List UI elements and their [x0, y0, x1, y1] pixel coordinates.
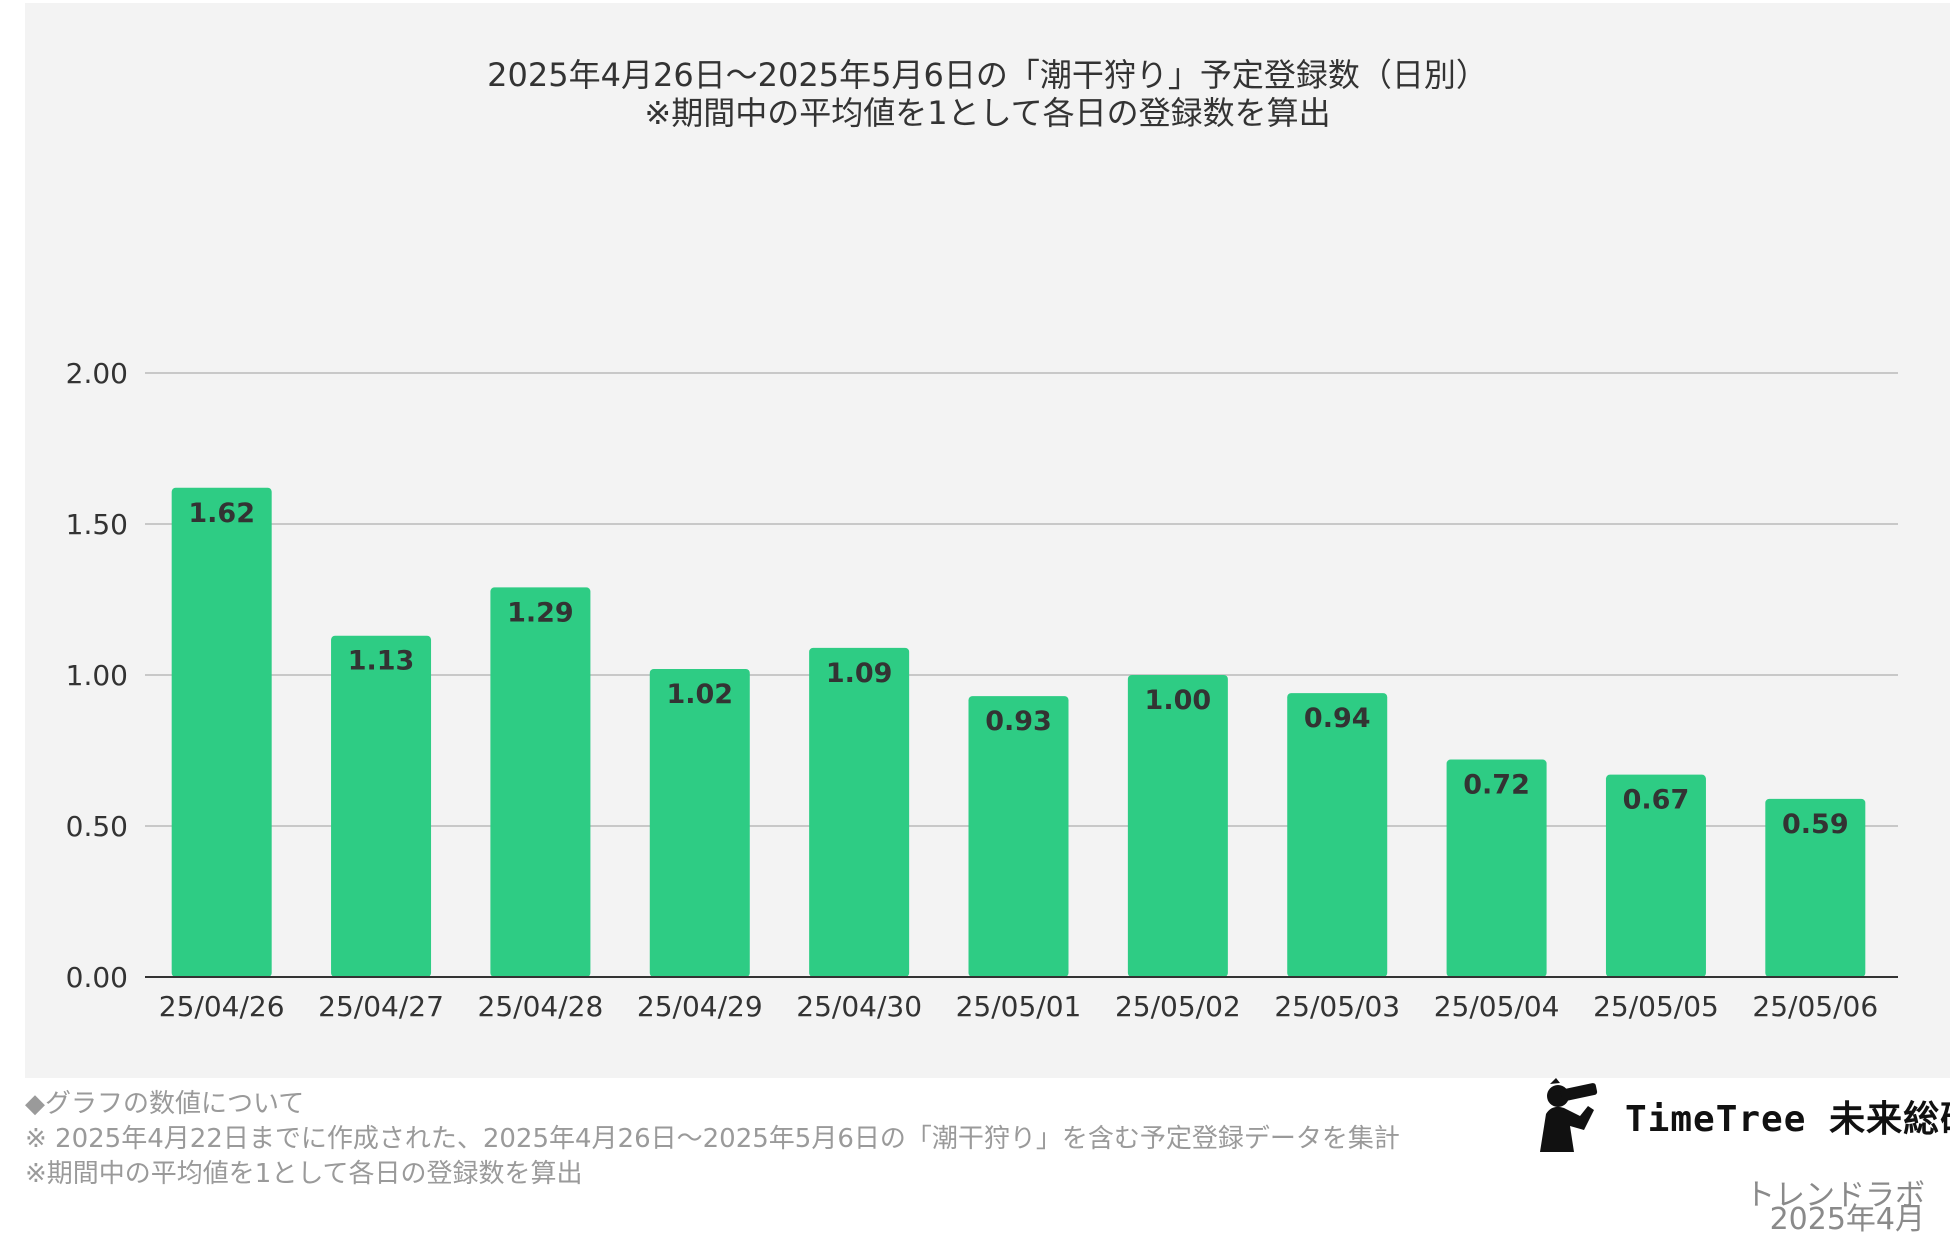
x-tick-label: 25/05/02: [1115, 990, 1241, 1023]
footnotes: ◆グラフの数値について ※ 2025年4月22日までに作成された、2025年4月…: [25, 1087, 1515, 1192]
chart-subtitle: ※期間中の平均値を1として各日の登録数を算出: [644, 94, 1331, 132]
bar: [968, 696, 1069, 977]
bar: [809, 647, 910, 977]
y-tick-label: 0.50: [66, 810, 128, 843]
bar: [1287, 693, 1388, 977]
brand-date: 2025年4月: [1769, 1202, 1925, 1237]
data-label: 1.00: [1145, 685, 1212, 716]
bar: [171, 487, 272, 977]
bar: [331, 635, 432, 977]
bar-chart: 0.00 0.50 1.00 1.50 2.00 1.62 25/04/26 1.13 25/0…: [66, 357, 1898, 1023]
x-tick-label: 25/05/01: [956, 990, 1082, 1023]
x-tick-label: 25/05/03: [1274, 990, 1400, 1023]
note-heading: ◆グラフの数値について: [25, 1089, 305, 1119]
bar: [1605, 774, 1706, 977]
data-label: 0.59: [1782, 809, 1849, 840]
y-tick-label: 2.00: [66, 357, 128, 390]
brand-block: TimeTree 未来総研 トレンドラボ: [1530, 1076, 1950, 1251]
brand-name: TimeTree 未来総研: [1625, 1099, 1950, 1140]
data-label: 1.09: [826, 658, 893, 689]
x-tick-label: 25/05/04: [1434, 990, 1560, 1023]
x-tick-label: 25/04/27: [318, 990, 444, 1023]
brand-sub: トレンドラボ: [1745, 1178, 1925, 1213]
bar: [1446, 759, 1547, 977]
bar: [1765, 798, 1866, 977]
x-tick-label: 25/04/28: [478, 990, 604, 1023]
data-label: 0.94: [1304, 703, 1371, 734]
binoculars-person-icon: [1540, 1078, 1598, 1152]
y-tick-label: 0.00: [66, 961, 128, 994]
x-tick-label: 25/04/30: [796, 990, 922, 1023]
bar: [490, 587, 591, 977]
y-tick-label: 1.00: [66, 659, 128, 692]
data-label: 1.13: [348, 646, 415, 677]
note-line: ※期間中の平均値を1として各日の登録数を算出: [25, 1159, 583, 1189]
y-tick-label: 1.50: [66, 508, 128, 541]
x-tick-label: 25/05/05: [1593, 990, 1719, 1023]
data-label: 1.02: [666, 679, 733, 710]
data-label: 0.93: [985, 706, 1052, 737]
x-tick-label: 25/04/29: [637, 990, 763, 1023]
bar: [649, 668, 750, 977]
data-label: 0.72: [1463, 770, 1530, 801]
data-label: 1.29: [507, 597, 574, 628]
data-label: 0.67: [1623, 785, 1690, 816]
data-label: 1.62: [188, 498, 255, 529]
x-tick-label: 25/04/26: [159, 990, 285, 1023]
chart-title: 2025年4月26日〜2025年5月6日の「潮干狩り」予定登録数（日別）: [487, 56, 1488, 94]
note-line: ※ 2025年4月22日までに作成された、2025年4月26日〜2025年5月6…: [25, 1124, 1400, 1154]
bar: [1127, 675, 1228, 977]
x-tick-label: 25/05/06: [1752, 990, 1878, 1023]
